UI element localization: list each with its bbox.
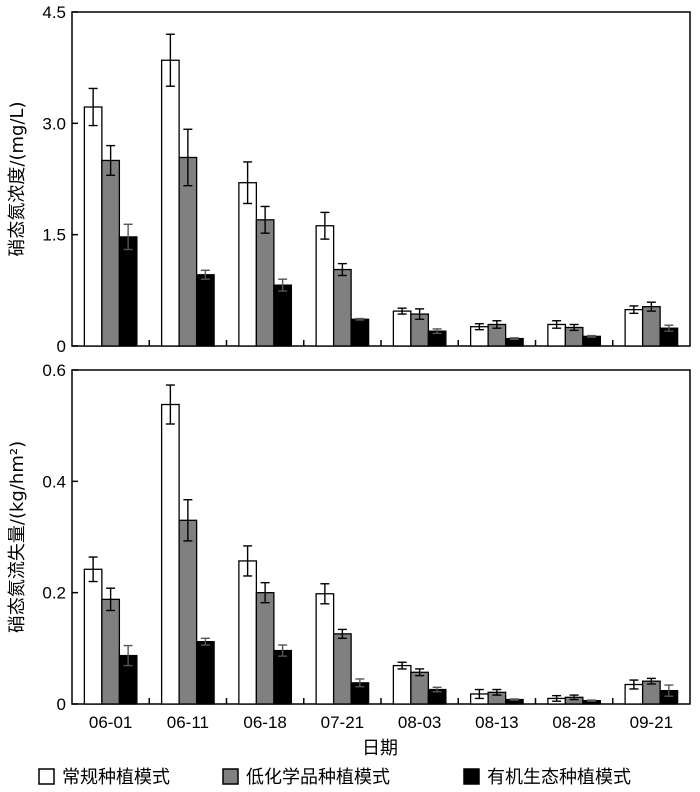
- loss-bar-low-chemical-06-18: [255, 592, 275, 705]
- conc-bar-conventional-06-11: [160, 59, 180, 347]
- conc-bar-conventional-09-21: [624, 308, 644, 347]
- conc-bar-low-chemical-09-21: [641, 306, 661, 347]
- loss-bar-low-chemical-06-11: [178, 519, 198, 705]
- legend: 常规种植模式 低化学品种植模式 有机生态种植模式: [38, 767, 631, 788]
- loss-y-tick-label: 0.6: [42, 361, 66, 380]
- loss-x-tick-label: 09-21: [630, 713, 673, 732]
- conc-bar-conventional-06-18: [238, 182, 258, 347]
- loss-bar-low-chemical-06-01: [101, 598, 121, 705]
- conc-bar-conventional-07-21: [315, 225, 335, 347]
- conc-y-tick-label: 1.5: [42, 226, 66, 245]
- loss-x-tick-label: 06-11: [167, 713, 209, 732]
- legend-swatch-organic: [463, 768, 480, 785]
- loss-x-tick-label: 08-13: [475, 713, 518, 732]
- loss-panel: 0 0.2 0.4 0.6 硝态氮流失量/(kg/hm²) 06-01 06-11 06-18…: [7, 361, 691, 732]
- loss-bar-conventional-06-01: [83, 568, 103, 705]
- conc-bar-conventional-06-01: [83, 106, 103, 347]
- conc-bar-low-chemical-07-21: [332, 268, 352, 347]
- loss-bar-low-chemical-07-21: [332, 633, 352, 705]
- legend-swatch-low-chemical: [222, 768, 239, 785]
- loss-bar-conventional-07-21: [315, 593, 335, 705]
- loss-y-tick-label: 0.2: [42, 584, 66, 603]
- loss-x-tick-label: 06-18: [243, 713, 286, 732]
- conc-y-tick-label: 0: [57, 337, 66, 356]
- x-axis-title: 日期: [362, 738, 398, 759]
- conc-y-axis-title: 硝态氮浓度/(mg/L): [7, 101, 28, 256]
- conc-y-tick-label: 3.0: [42, 114, 66, 133]
- conc-bar-low-chemical-06-01: [101, 159, 121, 347]
- legend-label-organic: 有机生态种植模式: [487, 767, 631, 788]
- conc-bar-organic-06-11: [195, 274, 215, 347]
- loss-bar-conventional-06-18: [238, 560, 258, 705]
- loss-bar-organic-06-11: [195, 641, 215, 705]
- loss-bar-organic-06-18: [273, 649, 293, 705]
- concentration-panel: 0 1.5 3.0 4.5 硝态氮浓度/(mg/L): [7, 3, 691, 356]
- loss-x-tick-label: 08-28: [552, 713, 595, 732]
- loss-y-tick-label: 0: [57, 695, 66, 714]
- conc-bar-organic-07-21: [350, 318, 370, 347]
- conc-bar-conventional-08-03: [392, 310, 412, 347]
- conc-y-tick-label: 4.5: [42, 3, 66, 22]
- loss-y-axis-title: 硝态氮流失量/(kg/hm²): [7, 441, 28, 633]
- loss-x-tick-label: 08-03: [398, 713, 441, 732]
- legend-swatch-conventional: [38, 768, 55, 785]
- loss-bar-low-chemical-08-03: [410, 671, 430, 705]
- legend-label-low-chemical: 低化学品种植模式: [246, 767, 390, 788]
- conc-bar-organic-08-28: [582, 335, 602, 347]
- loss-y-tick-label: 0.4: [42, 472, 66, 491]
- loss-bar-conventional-08-03: [392, 664, 412, 705]
- legend-label-conventional: 常规种植模式: [62, 767, 170, 788]
- loss-x-tick-label: 06-01: [89, 713, 132, 732]
- conc-bar-organic-06-01: [118, 236, 138, 347]
- loss-x-tick-label: 07-21: [321, 713, 364, 732]
- conc-bar-low-chemical-06-18: [255, 219, 275, 347]
- loss-bar-conventional-06-11: [160, 403, 180, 705]
- conc-bar-organic-06-18: [273, 284, 293, 347]
